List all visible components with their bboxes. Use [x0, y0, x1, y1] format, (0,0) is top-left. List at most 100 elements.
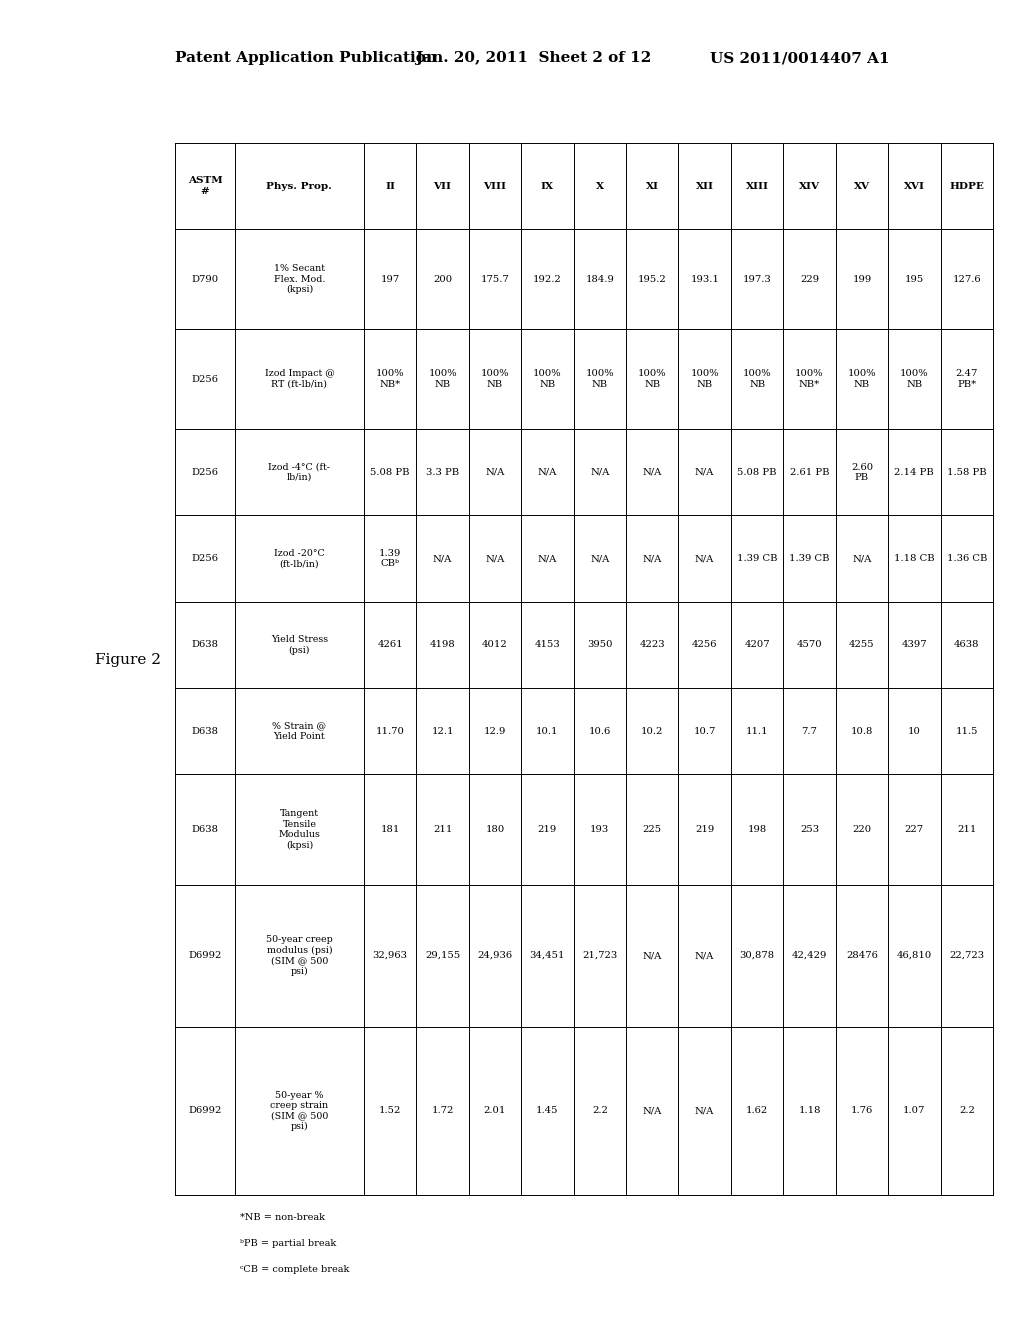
Text: IX: IX	[541, 182, 554, 190]
Text: 100%
NB: 100% NB	[848, 370, 877, 389]
Text: 181: 181	[381, 825, 399, 834]
Text: 1.18 CB: 1.18 CB	[894, 554, 935, 564]
Text: XIV: XIV	[799, 182, 820, 190]
Text: 175.7: 175.7	[480, 275, 509, 284]
Text: 10.7: 10.7	[693, 726, 716, 735]
Text: 50-year %
creep strain
(SIM @ 500
psi): 50-year % creep strain (SIM @ 500 psi)	[270, 1090, 329, 1131]
Text: D256: D256	[191, 375, 218, 384]
Text: 253: 253	[800, 825, 819, 834]
Text: 193: 193	[590, 825, 609, 834]
Text: 7.7: 7.7	[802, 726, 817, 735]
Text: N/A: N/A	[485, 467, 505, 477]
Text: 199: 199	[852, 275, 871, 284]
Text: 3.3 PB: 3.3 PB	[426, 467, 459, 477]
Text: 100%
NB: 100% NB	[638, 370, 667, 389]
Text: 30,878: 30,878	[739, 952, 774, 960]
Text: Jan. 20, 2011  Sheet 2 of 12: Jan. 20, 2011 Sheet 2 of 12	[415, 51, 651, 65]
Text: HDPE: HDPE	[949, 182, 984, 190]
Text: ASTM
#: ASTM #	[187, 177, 222, 195]
Text: 4638: 4638	[954, 640, 980, 649]
Text: II: II	[385, 182, 395, 190]
Text: ᵇPB = partial break: ᵇPB = partial break	[240, 1239, 336, 1247]
Text: D638: D638	[191, 640, 218, 649]
Text: 4397: 4397	[901, 640, 927, 649]
Text: 2.01: 2.01	[483, 1106, 506, 1115]
Text: 2.47
PB*: 2.47 PB*	[955, 370, 978, 389]
Text: D256: D256	[191, 554, 218, 564]
Text: N/A: N/A	[695, 554, 715, 564]
Text: 24,936: 24,936	[477, 952, 513, 960]
Text: D6992: D6992	[188, 952, 221, 960]
Text: 2.2: 2.2	[958, 1106, 975, 1115]
Text: 219: 219	[695, 825, 715, 834]
Text: N/A: N/A	[642, 952, 662, 960]
Text: 10.8: 10.8	[851, 726, 873, 735]
Text: 100%
NB: 100% NB	[534, 370, 562, 389]
Text: 220: 220	[852, 825, 871, 834]
Text: N/A: N/A	[433, 554, 453, 564]
Text: Yield Stress
(psi): Yield Stress (psi)	[270, 635, 328, 655]
Text: Izod -20°C
(ft-lb/in): Izod -20°C (ft-lb/in)	[274, 549, 325, 568]
Text: 3950: 3950	[587, 640, 612, 649]
Text: 4570: 4570	[797, 640, 822, 649]
Text: US 2011/0014407 A1: US 2011/0014407 A1	[710, 51, 890, 65]
Text: 32,963: 32,963	[373, 952, 408, 960]
Text: 5.08 PB: 5.08 PB	[737, 467, 777, 477]
Text: 4207: 4207	[744, 640, 770, 649]
Text: 1.45: 1.45	[537, 1106, 559, 1115]
Text: ᶜCB = complete break: ᶜCB = complete break	[240, 1265, 349, 1274]
Text: 211: 211	[433, 825, 453, 834]
Text: 1.39 CB: 1.39 CB	[790, 554, 829, 564]
Text: 100%
NB: 100% NB	[586, 370, 614, 389]
Text: 1.52: 1.52	[379, 1106, 401, 1115]
Text: N/A: N/A	[695, 952, 715, 960]
Text: 219: 219	[538, 825, 557, 834]
Text: 1.72: 1.72	[431, 1106, 454, 1115]
Text: 1.18: 1.18	[799, 1106, 821, 1115]
Text: 198: 198	[748, 825, 767, 834]
Text: X: X	[596, 182, 604, 190]
Text: 100%
NB: 100% NB	[480, 370, 509, 389]
Text: 12.1: 12.1	[431, 726, 454, 735]
Text: 28476: 28476	[846, 952, 878, 960]
Text: 100%
NB: 100% NB	[742, 370, 771, 389]
Text: N/A: N/A	[590, 554, 609, 564]
Text: 1.58 PB: 1.58 PB	[947, 467, 986, 477]
Text: XI: XI	[646, 182, 658, 190]
Text: 195.2: 195.2	[638, 275, 667, 284]
Text: 4198: 4198	[430, 640, 456, 649]
Text: 4255: 4255	[849, 640, 874, 649]
Text: 2.61 PB: 2.61 PB	[790, 467, 829, 477]
Text: 42,429: 42,429	[792, 952, 827, 960]
Text: 10.1: 10.1	[537, 726, 559, 735]
Text: 1.76: 1.76	[851, 1106, 873, 1115]
Text: D6992: D6992	[188, 1106, 221, 1115]
Text: XII: XII	[695, 182, 714, 190]
Text: Patent Application Publication: Patent Application Publication	[175, 51, 437, 65]
Text: 50-year creep
modulus (psi)
(SIM @ 500
psi): 50-year creep modulus (psi) (SIM @ 500 p…	[266, 936, 333, 975]
Text: 4256: 4256	[692, 640, 718, 649]
Text: N/A: N/A	[852, 554, 871, 564]
Text: D638: D638	[191, 726, 218, 735]
Text: 21,723: 21,723	[583, 952, 617, 960]
Text: N/A: N/A	[695, 467, 715, 477]
Text: 211: 211	[957, 825, 977, 834]
Text: Phys. Prop.: Phys. Prop.	[266, 182, 333, 190]
Text: 4153: 4153	[535, 640, 560, 649]
Text: 2.2: 2.2	[592, 1106, 608, 1115]
Text: 200: 200	[433, 275, 453, 284]
Text: 100%
NB*: 100% NB*	[376, 370, 404, 389]
Text: 1.36 CB: 1.36 CB	[946, 554, 987, 564]
Text: 29,155: 29,155	[425, 952, 460, 960]
Text: 46,810: 46,810	[897, 952, 932, 960]
Text: 229: 229	[800, 275, 819, 284]
Text: 12.9: 12.9	[483, 726, 506, 735]
Text: 11.1: 11.1	[745, 726, 768, 735]
Text: 1.39
CBᵇ: 1.39 CBᵇ	[379, 549, 401, 568]
Text: 195: 195	[905, 275, 924, 284]
Text: N/A: N/A	[642, 1106, 662, 1115]
Text: 11.5: 11.5	[955, 726, 978, 735]
Text: 5.08 PB: 5.08 PB	[371, 467, 410, 477]
Text: XIII: XIII	[745, 182, 769, 190]
Text: Izod Impact @
RT (ft-lb/in): Izod Impact @ RT (ft-lb/in)	[264, 370, 334, 389]
